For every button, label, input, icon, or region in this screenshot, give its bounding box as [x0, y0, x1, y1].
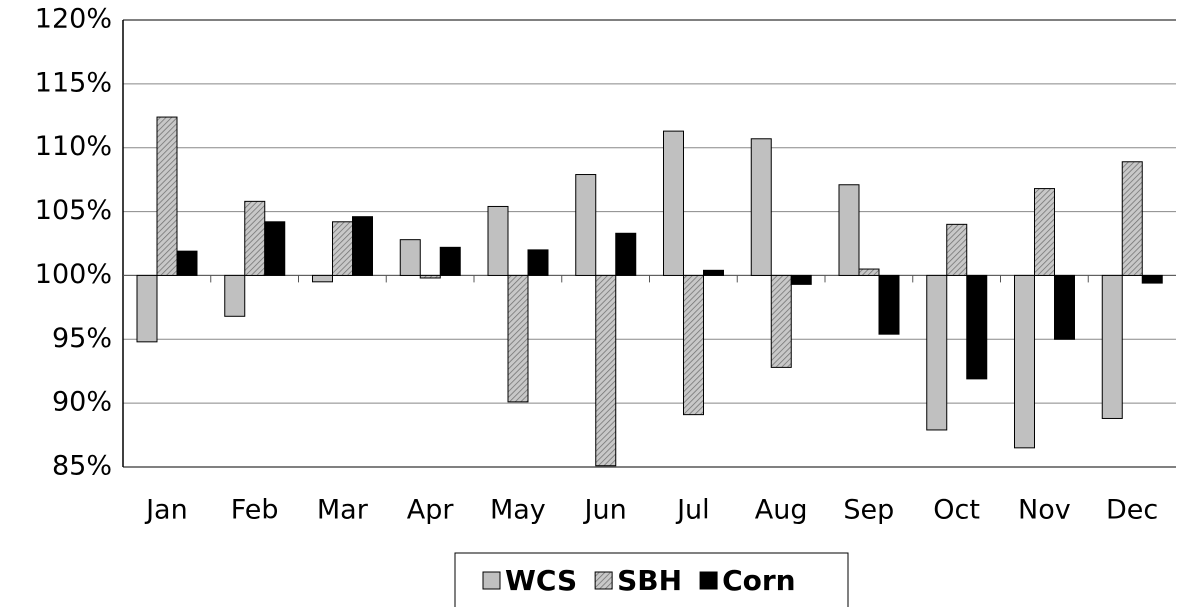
legend-swatch — [594, 571, 613, 590]
x-tick-label: Jun — [583, 495, 627, 526]
bar — [439, 246, 461, 276]
bar — [683, 274, 704, 416]
x-tick-label: Jul — [675, 495, 710, 526]
x-tick-label: Aug — [755, 495, 808, 526]
bar — [703, 269, 724, 276]
bar — [878, 274, 900, 335]
legend-label: SBH — [617, 564, 682, 597]
y-tick-label: 105% — [35, 195, 112, 226]
bar — [966, 274, 988, 380]
y-tick-label: 100% — [35, 259, 112, 290]
bar — [575, 174, 597, 276]
bar — [312, 274, 333, 283]
bar — [352, 216, 373, 276]
legend-label: Corn — [722, 564, 796, 597]
bar — [663, 130, 684, 276]
bar — [224, 274, 246, 317]
y-tick-label: 120% — [35, 4, 112, 35]
bar — [136, 274, 158, 343]
y-tick-label: 90% — [52, 387, 112, 418]
bar — [507, 274, 529, 403]
bar — [946, 223, 968, 276]
bar — [244, 200, 266, 276]
legend-box — [454, 552, 849, 607]
bar — [1101, 274, 1123, 419]
bar — [750, 138, 772, 276]
bar — [858, 268, 880, 276]
bar — [615, 232, 637, 276]
bar — [176, 250, 198, 276]
bar — [595, 274, 617, 467]
x-tick-label: Sep — [843, 495, 894, 526]
bar — [1014, 274, 1035, 449]
bar — [1034, 188, 1055, 276]
x-tick-label: Oct — [933, 495, 980, 526]
x-tick-label: Mar — [317, 495, 369, 526]
y-tick-label: 110% — [35, 131, 112, 162]
x-tick-label: Apr — [407, 495, 455, 526]
bar — [1141, 274, 1163, 284]
bar — [770, 274, 792, 368]
bar — [487, 205, 509, 276]
y-tick-label: 95% — [52, 323, 112, 354]
bar — [399, 239, 421, 276]
x-tick-label: Feb — [231, 495, 279, 526]
bar — [790, 274, 812, 285]
bar — [264, 221, 286, 276]
y-tick-label: 85% — [52, 451, 112, 482]
bar — [1054, 274, 1075, 340]
x-tick-label: May — [490, 495, 546, 526]
legend-swatch — [482, 571, 501, 590]
x-tick-label: Nov — [1018, 495, 1071, 526]
legend-label: WCS — [505, 564, 577, 597]
y-tick-label: 115% — [35, 67, 112, 98]
bar — [419, 274, 441, 279]
bar — [838, 184, 860, 276]
bar — [156, 116, 178, 276]
bar — [332, 221, 353, 276]
x-tick-label: Jan — [144, 495, 188, 526]
bar — [527, 249, 549, 276]
bar — [1121, 161, 1143, 276]
legend-swatch — [699, 571, 718, 590]
x-tick-label: Dec — [1106, 495, 1158, 526]
bar — [926, 274, 948, 431]
